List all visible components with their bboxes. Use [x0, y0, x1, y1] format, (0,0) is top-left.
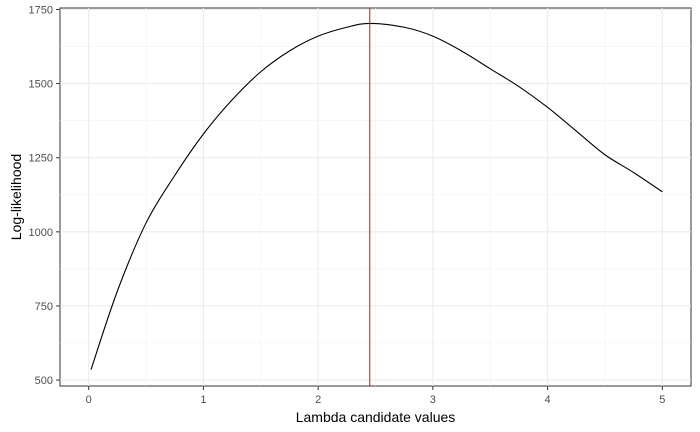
- x-tick-label: 2: [315, 394, 321, 406]
- x-tick-label: 4: [545, 394, 551, 406]
- y-tick-label: 1750: [29, 4, 53, 16]
- y-tick-label: 1000: [29, 227, 53, 239]
- y-tick-label: 750: [35, 301, 53, 313]
- log-likelihood-curve: [90, 22, 663, 370]
- minor-gridlines: [60, 8, 691, 386]
- x-tick-label: 5: [659, 394, 665, 406]
- y-axis-title: Log-likelihood: [8, 154, 24, 240]
- x-tick-label: 1: [200, 394, 206, 406]
- major-gridlines: [60, 8, 691, 386]
- series-layer: [90, 22, 663, 370]
- y-tick-label: 1250: [29, 153, 53, 165]
- x-tick-label: 0: [86, 394, 92, 406]
- y-axis-ticks: 500 750 1000 1250 1500 1750: [29, 4, 60, 387]
- x-axis-ticks: 0 1 2 3 4 5: [86, 386, 665, 406]
- x-tick-label: 3: [430, 394, 436, 406]
- y-tick-label: 500: [35, 375, 53, 387]
- x-axis-title: Lambda candidate values: [296, 409, 456, 425]
- y-tick-label: 1500: [29, 79, 53, 91]
